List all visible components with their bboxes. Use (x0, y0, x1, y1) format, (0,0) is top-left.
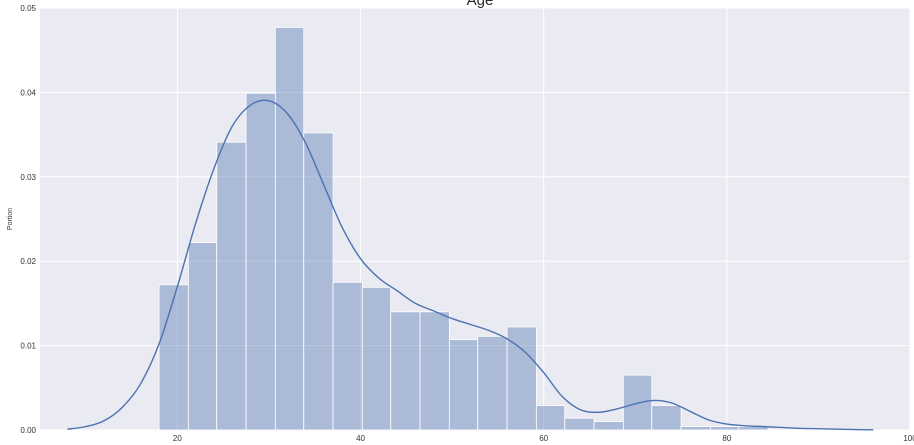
x-tick-label: 20 (173, 434, 182, 443)
plot-background (40, 8, 910, 430)
y-axis-label: Portion (7, 208, 14, 230)
kde-curve (67, 99, 874, 431)
y-axis-ticks: 0.00 0.01 0.02 0.03 0.04 0.05 (20, 4, 36, 435)
histogram-bar (535, 405, 566, 431)
x-axis-ticks: 20 40 60 80 100 (173, 434, 914, 443)
x-tick-label: 80 (722, 434, 731, 443)
histogram-bar (593, 421, 624, 431)
histogram-bar (303, 132, 334, 431)
histogram-bar (419, 311, 450, 431)
x-tick-label: 40 (356, 434, 365, 443)
histogram-bar (332, 281, 363, 431)
histogram-bar (564, 417, 595, 431)
histogram-bar (216, 141, 247, 431)
histogram-bar (709, 426, 740, 431)
histogram-bar (506, 326, 537, 431)
histogram-bar (187, 242, 218, 431)
y-tick-label: 0.04 (20, 88, 36, 97)
y-tick-label: 0.03 (20, 173, 36, 182)
histogram-bar (680, 426, 711, 431)
histogram-bar (448, 339, 479, 431)
histogram-bar (158, 284, 189, 431)
x-tick-label: 60 (539, 434, 548, 443)
histogram-bar (245, 92, 276, 431)
y-tick-label: 0.02 (20, 257, 36, 266)
histogram-bar (361, 286, 392, 431)
y-tick-label: 0.05 (20, 4, 36, 13)
x-tick-label: 100 (903, 434, 914, 443)
chart-title: Age (467, 0, 494, 9)
histogram-bar (274, 27, 305, 431)
y-tick-label: 0.01 (20, 342, 36, 351)
histogram-bar (477, 335, 508, 431)
histogram-bar (390, 311, 421, 431)
histogram-bar (622, 374, 653, 431)
histogram-bar (651, 405, 682, 431)
histogram-bars (158, 27, 769, 431)
y-tick-label: 0.00 (20, 426, 36, 435)
